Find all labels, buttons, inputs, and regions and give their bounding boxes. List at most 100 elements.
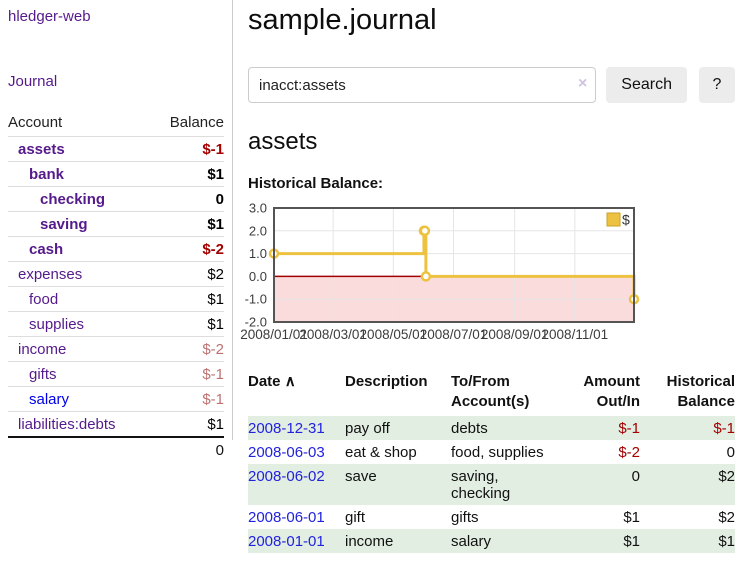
account-row: salary $-1 bbox=[8, 386, 224, 412]
account-link[interactable]: gifts bbox=[29, 366, 57, 383]
sidebar: hledger-web Journal Account Balance asse… bbox=[0, 0, 233, 462]
account-balance: $-1 bbox=[151, 386, 224, 412]
account-balance: 0 bbox=[151, 186, 224, 212]
register-row: 2008-06-02 save saving, checking 0 $2 bbox=[248, 464, 735, 505]
register-rows: 2008-12-31 pay off debts $-1 $-1 2008-06-03 ea… bbox=[248, 416, 735, 553]
register-row: 2008-06-03 eat & shop food, supplies $-2 0 bbox=[248, 440, 735, 464]
account-link[interactable]: saving bbox=[40, 216, 88, 233]
transaction-amount: 0 bbox=[550, 464, 640, 505]
legend-swatch bbox=[606, 212, 621, 227]
account-row: food $1 bbox=[8, 286, 224, 312]
app-title: hledger-web bbox=[8, 8, 224, 26]
account-balance: $-1 bbox=[151, 136, 224, 162]
account-link[interactable]: cash bbox=[29, 241, 64, 258]
accounts-header-row: Account Balance bbox=[8, 112, 224, 137]
clear-search-icon[interactable]: × bbox=[577, 75, 588, 92]
account-balance: $2 bbox=[151, 261, 224, 287]
transaction-accounts: gifts bbox=[451, 509, 479, 526]
account-link[interactable]: supplies bbox=[29, 316, 85, 333]
account-row: assets $-1 bbox=[8, 136, 224, 162]
account-balance: $-1 bbox=[151, 361, 224, 387]
account-row: income $-2 bbox=[8, 336, 224, 362]
accounts-total-row: 0 bbox=[8, 436, 224, 462]
search-input[interactable] bbox=[248, 67, 597, 103]
transaction-date-link[interactable]: 2008-06-03 bbox=[248, 444, 325, 461]
register-header-balance: Historical Balance bbox=[666, 373, 735, 410]
account-link[interactable]: expenses bbox=[18, 266, 83, 283]
transaction-date-link[interactable]: 2008-01-01 bbox=[248, 533, 325, 550]
register-header-accounts: To/From Account(s) bbox=[451, 373, 530, 410]
account-balance: $1 bbox=[151, 311, 224, 337]
register-row: 2008-06-01 gift gifts $1 $2 bbox=[248, 505, 735, 529]
account-balance: $1 bbox=[151, 411, 224, 437]
account-link[interactable]: income bbox=[18, 341, 67, 358]
nav-journal-link[interactable]: Journal bbox=[8, 73, 58, 90]
account-row: liabilities:debts $1 bbox=[8, 411, 224, 437]
register-header-amount: Amount Out/In bbox=[583, 373, 640, 410]
account-balance: $-2 bbox=[151, 336, 224, 362]
svg-text:2008/03/01: 2008/03/01 bbox=[299, 327, 367, 342]
search-box: × bbox=[248, 67, 597, 103]
account-row: bank $1 bbox=[8, 161, 224, 187]
transaction-balance: $1 bbox=[640, 529, 735, 553]
account-link[interactable]: bank bbox=[29, 166, 65, 183]
transaction-description: gift bbox=[345, 509, 366, 526]
register-header-description: Description bbox=[345, 373, 428, 390]
transaction-amount: $-1 bbox=[550, 416, 640, 440]
account-rows: assets $-1 bank $1 checking 0 saving $1 cash $-2 e… bbox=[8, 136, 224, 462]
historical-balance-chart: 3.0 2.0 1.0 0.0 -1.0 -2.02008/01/012008/03/01… bbox=[240, 201, 640, 342]
account-balance: $1 bbox=[151, 286, 224, 312]
help-button[interactable]: ? bbox=[699, 67, 735, 103]
account-link[interactable]: assets bbox=[18, 141, 65, 158]
transaction-accounts: food, supplies bbox=[451, 444, 544, 461]
account-row: cash $-2 bbox=[8, 236, 224, 262]
transaction-description: save bbox=[345, 464, 451, 505]
search-button[interactable]: Search bbox=[606, 67, 687, 103]
svg-text:-2.0: -2.0 bbox=[245, 315, 267, 330]
transaction-amount: $1 bbox=[623, 509, 640, 526]
account-link[interactable]: checking bbox=[40, 191, 106, 208]
transaction-balance: $-1 bbox=[640, 416, 735, 440]
transaction-accounts: saving, checking bbox=[451, 464, 550, 505]
account-row: supplies $1 bbox=[8, 311, 224, 337]
sort-asc-icon: ∧ bbox=[284, 373, 296, 390]
account-row: gifts $-1 bbox=[8, 361, 224, 387]
page-title: sample.journal bbox=[248, 4, 437, 36]
transaction-accounts: salary bbox=[451, 529, 550, 553]
svg-text:3.0: 3.0 bbox=[249, 201, 267, 216]
svg-text:2008/05/01: 2008/05/01 bbox=[360, 327, 428, 342]
accounts-header-account: Account bbox=[8, 114, 63, 131]
transaction-date-link[interactable]: 2008-06-01 bbox=[248, 509, 325, 526]
transaction-balance: $2 bbox=[718, 509, 735, 526]
svg-text:1.0: 1.0 bbox=[249, 246, 267, 261]
svg-text:-1.0: -1.0 bbox=[245, 292, 267, 307]
svg-text:2.0: 2.0 bbox=[249, 223, 267, 238]
svg-text:2008/11/01: 2008/11/01 bbox=[542, 327, 609, 342]
svg-text:2008/01/01: 2008/01/01 bbox=[240, 327, 308, 342]
transaction-amount: $1 bbox=[550, 529, 640, 553]
transaction-amount: $-2 bbox=[618, 444, 640, 461]
accounts-table: Account Balance assets $-1 bank $1 checking 0… bbox=[8, 112, 224, 462]
sidebar-nav: Journal bbox=[8, 73, 224, 91]
account-balance: $-2 bbox=[151, 236, 224, 262]
transaction-date-link[interactable]: 2008-06-02 bbox=[248, 468, 325, 485]
account-balance: $1 bbox=[151, 211, 224, 237]
register-header-date[interactable]: Date ∧ bbox=[248, 373, 296, 390]
transaction-balance: $2 bbox=[640, 464, 735, 505]
svg-text:2008/07/01: 2008/07/01 bbox=[420, 327, 488, 342]
account-link[interactable]: salary bbox=[29, 391, 70, 408]
register-row: 2008-12-31 pay off debts $-1 $-1 bbox=[248, 416, 735, 440]
transaction-description: eat & shop bbox=[345, 444, 417, 461]
svg-text:2008/09/01: 2008/09/01 bbox=[481, 327, 549, 342]
main-content: sample.journal × Search ? assets Histori… bbox=[240, 0, 735, 553]
accounts-total-value: 0 bbox=[151, 436, 224, 462]
app-title-link[interactable]: hledger-web bbox=[8, 8, 91, 25]
account-link[interactable]: liabilities:debts bbox=[18, 416, 116, 433]
transaction-date-link[interactable]: 2008-12-31 bbox=[248, 420, 325, 437]
account-link[interactable]: food bbox=[29, 291, 59, 308]
chart-heading: Historical Balance: bbox=[248, 175, 384, 192]
register-header-row: Date ∧ Description To/From Account(s) Am… bbox=[248, 372, 735, 416]
account-row: expenses $2 bbox=[8, 261, 224, 287]
account-row: saving $1 bbox=[8, 211, 224, 237]
register-row: 2008-01-01 income salary $1 $1 bbox=[248, 529, 735, 553]
